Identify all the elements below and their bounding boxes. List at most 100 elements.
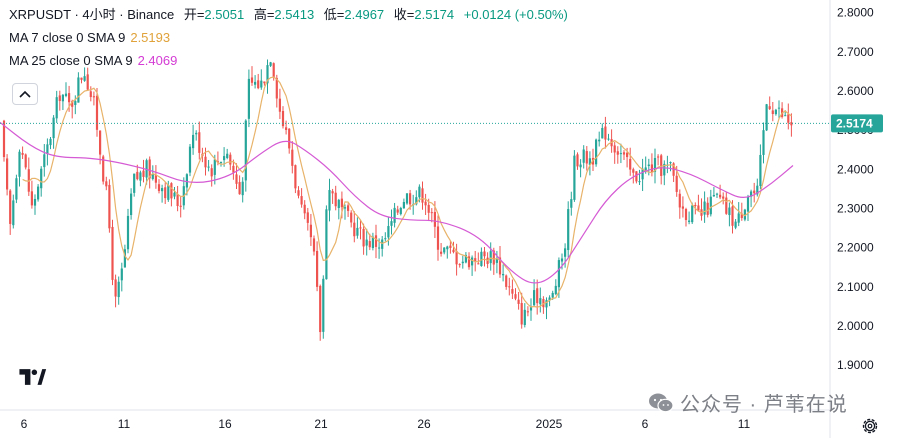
time-tick-label: 6	[642, 417, 649, 431]
candle-body	[179, 205, 182, 207]
candle-body	[526, 311, 529, 313]
candle-body	[554, 285, 557, 295]
candle-body	[533, 290, 536, 306]
candle-body	[542, 299, 545, 308]
ma25-value: 2.4069	[137, 53, 178, 68]
candle-body	[771, 110, 774, 114]
candle-body	[740, 213, 743, 219]
candle-body	[433, 212, 436, 227]
close-label: 收=	[393, 7, 415, 22]
candle-body	[353, 222, 356, 237]
candle-body	[765, 104, 768, 131]
candle-body	[173, 192, 176, 197]
candle-body	[359, 227, 362, 229]
candle-body	[30, 191, 33, 206]
close-value: 2.5174	[414, 7, 455, 22]
candle-body	[498, 257, 502, 275]
candle-body	[669, 162, 672, 164]
gear-icon[interactable]	[861, 417, 879, 435]
candle-body	[328, 189, 331, 211]
candle-body	[133, 173, 136, 193]
candle-body	[753, 190, 756, 194]
candle-body	[505, 275, 508, 287]
candle-body	[405, 193, 409, 204]
time-tick-label: 6	[21, 417, 28, 431]
price-tick-label: 2.1000	[837, 280, 874, 294]
candle-body	[712, 194, 715, 197]
price-tick-label: 2.6000	[837, 84, 874, 98]
tradingview-logo-icon[interactable]	[16, 366, 48, 388]
candle-body	[365, 239, 368, 246]
candle-body	[492, 250, 495, 265]
candle-body	[734, 221, 737, 228]
price-tick-label: 2.8000	[837, 6, 874, 20]
candle-body	[291, 149, 294, 166]
candle-body	[356, 227, 359, 236]
ma7-label: MA 7 close 0 SMA 9	[9, 30, 126, 45]
candle-body	[316, 250, 319, 287]
candle-body	[102, 156, 105, 182]
candle-body	[529, 306, 533, 311]
candle-body	[622, 152, 626, 155]
wechat-icon	[649, 393, 674, 412]
candle-body	[148, 159, 151, 179]
legend-ma25-row[interactable]: MA 25 close 0 SMA 9 2.4069	[9, 50, 568, 73]
candle-body	[688, 220, 691, 222]
candle-body	[126, 215, 130, 250]
candle-body	[576, 154, 579, 167]
candle-body	[489, 251, 492, 264]
candle-body	[250, 77, 254, 83]
candle-body	[192, 134, 195, 149]
legend-collapse-button[interactable]	[12, 83, 38, 105]
open-value: 2.5051	[204, 7, 245, 22]
candle-body	[564, 248, 567, 257]
candle-body	[99, 130, 102, 155]
candle-body	[58, 95, 61, 101]
time-tick-label: 21	[314, 417, 328, 431]
candle-body	[409, 193, 412, 205]
candle-body	[647, 164, 650, 167]
candle-body	[303, 204, 306, 214]
candle-body	[514, 294, 517, 299]
candle-body	[626, 152, 629, 158]
candle-body	[198, 132, 201, 153]
candle-body	[536, 288, 539, 304]
candle-body	[136, 171, 139, 180]
time-tick-label: 16	[218, 417, 232, 431]
candle-body	[40, 168, 43, 189]
candle-body	[362, 228, 365, 247]
candle-body	[12, 200, 15, 226]
candle-body	[694, 204, 697, 206]
candle-body	[285, 127, 288, 130]
time-tick-label: 2025	[536, 417, 563, 431]
candle-body	[691, 205, 694, 223]
candle-body	[706, 202, 709, 215]
candle-body	[480, 251, 483, 266]
candle-body	[644, 167, 647, 171]
candle-body	[551, 292, 554, 298]
legend-ma7-row[interactable]: MA 7 close 0 SMA 9 2.5193	[9, 27, 568, 50]
candle-body	[523, 309, 526, 325]
candle-body	[703, 201, 706, 215]
price-tick-label: 2.3000	[837, 202, 874, 216]
candle-body	[598, 139, 601, 142]
candle-body	[455, 251, 458, 265]
candle-body	[188, 146, 192, 173]
candle-body	[83, 76, 86, 81]
candle-body	[278, 98, 281, 112]
candle-body	[123, 249, 126, 268]
candle-body	[257, 80, 260, 89]
candle-body	[371, 236, 374, 249]
candle-body	[471, 257, 474, 266]
candle-body	[613, 145, 616, 153]
candle-body	[49, 138, 52, 146]
candle-body	[511, 288, 514, 294]
candle-body	[154, 174, 157, 183]
candle-body	[759, 154, 762, 186]
candle-body	[213, 159, 216, 175]
candle-body	[619, 153, 622, 155]
candle-body	[381, 239, 384, 249]
candle-body	[68, 93, 71, 103]
candle-body	[18, 151, 21, 177]
